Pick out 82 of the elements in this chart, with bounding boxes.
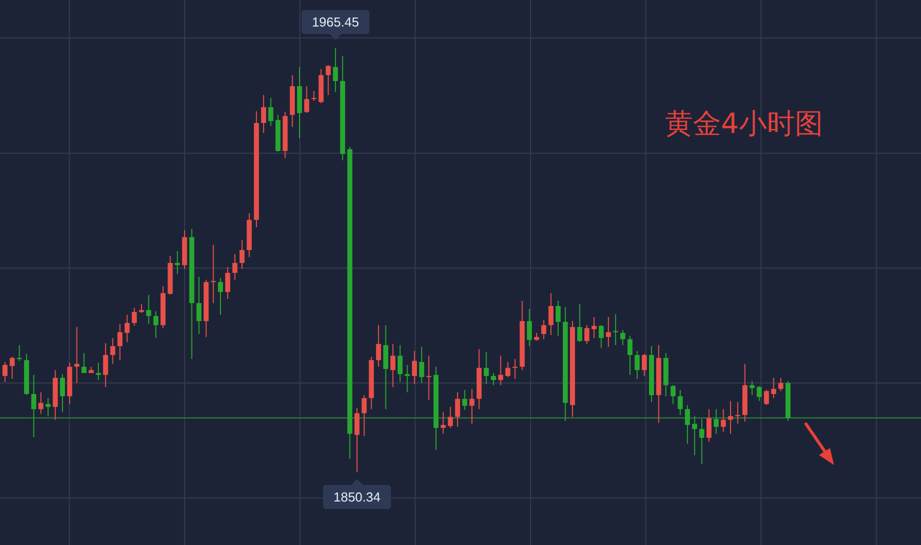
- candlestick: [756, 385, 762, 402]
- candlestick: [684, 404, 690, 444]
- candlestick: [60, 374, 65, 413]
- candlestick: [714, 408, 719, 434]
- candlestick: [268, 97, 274, 126]
- candlestick: [16, 344, 22, 362]
- candlestick: [592, 316, 597, 339]
- candlestick: [728, 400, 734, 434]
- candlestick: [462, 389, 468, 410]
- candlestick: [642, 353, 647, 376]
- candlestick: [678, 389, 683, 416]
- text: 黄金4小时图: [665, 107, 823, 140]
- candlestick: [440, 412, 446, 434]
- candlestick: [196, 276, 202, 334]
- candlestick: [31, 374, 36, 438]
- candlestick: [490, 372, 496, 386]
- candlestick: [627, 335, 632, 376]
- candlestick: [96, 362, 101, 381]
- candlestick: [598, 324, 604, 348]
- candlestick: [778, 377, 784, 392]
- candlestick: [117, 324, 122, 361]
- candlestick: [354, 408, 360, 472]
- candlestick: [670, 384, 676, 404]
- candlestick: [706, 408, 712, 442]
- candlestick: [326, 64, 331, 96]
- candlestick: [74, 326, 80, 384]
- candlestick: [620, 329, 626, 346]
- candlestick: [376, 324, 382, 368]
- candlestick: [390, 343, 396, 388]
- candlestick: [225, 266, 230, 300]
- candlestick: [512, 358, 518, 380]
- candlestick: [174, 250, 180, 274]
- candlestick: [484, 352, 489, 385]
- candlestick: [332, 48, 338, 93]
- candlestick: [606, 316, 611, 348]
- candlestick: [469, 388, 474, 424]
- candlestick: [556, 300, 561, 336]
- candlestick: [261, 94, 266, 134]
- candlestick: [548, 292, 554, 336]
- candlestick: [362, 394, 367, 436]
- candlestick: [210, 244, 216, 304]
- candlestick: [498, 355, 504, 386]
- candlestick: [455, 392, 460, 428]
- candlestick: [398, 344, 403, 382]
- candlestick: [699, 418, 704, 464]
- candlestick: [412, 350, 417, 385]
- candlestick: [448, 406, 453, 428]
- candlestick: [584, 324, 590, 344]
- candlestick: [240, 240, 245, 270]
- candlestick: [419, 346, 424, 384]
- candlestick: [771, 377, 776, 399]
- annotation: 1965.45: [312, 14, 359, 30]
- candlestick: [634, 350, 640, 380]
- candlestick: [526, 308, 532, 347]
- candlestick: [764, 389, 769, 406]
- candlestick: [505, 361, 510, 378]
- candlestick: [2, 361, 8, 382]
- candlestick: [103, 342, 108, 388]
- candlestick: [153, 310, 158, 339]
- candlestick: [132, 307, 137, 326]
- candlestick: [304, 86, 310, 114]
- candlestick: [82, 352, 87, 374]
- candlestick: [146, 294, 152, 325]
- candlestick: [404, 364, 410, 393]
- candlestick: [541, 320, 546, 340]
- candlestick: [750, 380, 755, 396]
- candlestick: [613, 314, 618, 346]
- annotation: 1850.34: [333, 489, 380, 504]
- candlestick: [110, 338, 116, 364]
- candlestick: [692, 416, 698, 456]
- candlestick: [218, 278, 224, 316]
- candlestick: [232, 254, 238, 280]
- candlestick: [577, 304, 582, 343]
- candlestick: [38, 392, 44, 414]
- candlestick: [10, 356, 15, 380]
- candlestick: [46, 398, 51, 417]
- candlestick: [720, 408, 726, 432]
- candlestick: [311, 90, 316, 102]
- candlestick: [124, 314, 130, 343]
- candlestick: [383, 324, 388, 410]
- candlestick: [735, 402, 740, 424]
- candlestick: [426, 355, 432, 400]
